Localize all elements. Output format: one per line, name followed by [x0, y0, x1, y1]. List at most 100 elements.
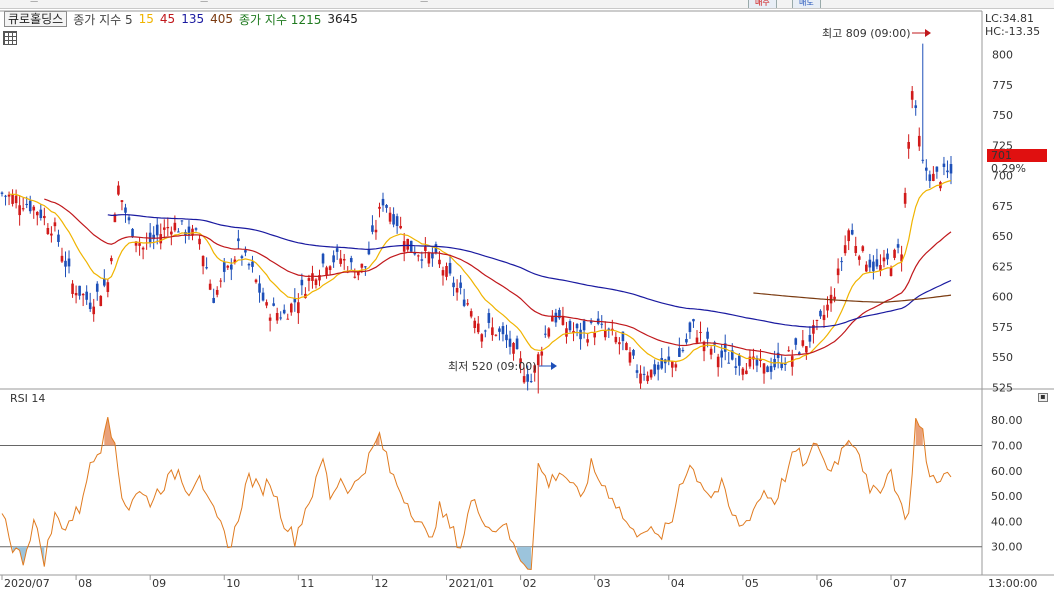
price-tick-label: 625: [992, 260, 1013, 273]
candle-body: [674, 364, 678, 368]
candle-body: [861, 246, 865, 251]
candle-body: [801, 340, 805, 346]
candle-body: [110, 258, 113, 262]
candle-body: [35, 211, 39, 216]
ma135-line: [107, 214, 952, 328]
candle-body: [268, 317, 272, 321]
candle-body: [565, 328, 568, 337]
candle-body: [494, 334, 498, 336]
candle-body: [812, 325, 815, 334]
sell-button[interactable]: 매도: [792, 0, 821, 8]
candle-body: [727, 362, 731, 364]
candle-body: [120, 200, 124, 203]
candle-body: [170, 231, 173, 235]
candle-body: [949, 164, 953, 174]
candle-body: [618, 342, 621, 345]
candle-body: [487, 313, 491, 323]
candle-body: [607, 328, 611, 330]
candle-body: [251, 261, 254, 267]
candle-body: [469, 311, 473, 317]
candle-body: [215, 289, 219, 295]
candle-body: [681, 350, 685, 352]
candle-body: [582, 320, 586, 331]
candle-body: [381, 198, 385, 206]
candle-body: [71, 283, 74, 294]
candle-body: [716, 356, 720, 368]
current-price-label: 701: [991, 149, 1012, 162]
candle-body: [272, 303, 275, 306]
candle-body: [875, 259, 879, 267]
candle-body: [0, 192, 4, 194]
candle-body: [798, 352, 801, 355]
candle-body: [868, 259, 872, 268]
time-tick-label: 09: [152, 577, 166, 590]
candle-body: [833, 296, 836, 300]
candle-body: [43, 215, 46, 219]
candle-body: [462, 299, 466, 306]
candle-body: [378, 206, 381, 209]
candle-body: [141, 247, 145, 250]
candle-body: [586, 339, 589, 343]
ma-short-label: 종가 지수 5: [73, 12, 133, 27]
candle-body: [289, 303, 293, 313]
time-tick-label: 11: [300, 577, 314, 590]
high-arrow-head: [925, 29, 931, 37]
ma135-period: 135: [181, 12, 205, 26]
candle-body: [907, 141, 910, 149]
candle-body: [46, 227, 50, 235]
price-tick-label: 700: [992, 170, 1013, 183]
candle-body: [879, 265, 882, 272]
candle-body: [222, 262, 226, 272]
time-tick-label: 2021/01: [449, 577, 495, 590]
candle-body: [360, 263, 364, 268]
ma-long-label: 종가 지수 1215: [239, 12, 322, 27]
candle-body: [18, 205, 21, 216]
lc-label: LC:34.81: [985, 12, 1034, 25]
candle-body: [646, 375, 649, 382]
candle-body: [529, 381, 533, 383]
candle-body: [434, 244, 438, 253]
candle-body: [575, 324, 579, 329]
price-tick-label: 525: [992, 381, 1013, 394]
candle-body: [124, 207, 127, 213]
rsi-oversold-fill: [517, 546, 532, 570]
candle-body: [628, 352, 632, 363]
candle-body: [625, 343, 628, 351]
candle-body: [416, 255, 420, 257]
candle-body: [244, 250, 247, 253]
candle-body: [551, 316, 554, 322]
price-tick-label: 800: [992, 49, 1013, 62]
candle-body: [910, 91, 914, 100]
candle-body: [85, 291, 88, 300]
candle-body: [134, 241, 138, 246]
candle-body: [632, 350, 635, 356]
candle-body: [561, 315, 565, 325]
candle-body: [237, 238, 240, 242]
candle-body: [307, 278, 311, 281]
candle-body: [14, 195, 18, 204]
candle-body: [201, 255, 205, 267]
rsi-panel-close-icon[interactable]: ▪: [1038, 393, 1048, 402]
candle-body: [543, 333, 547, 335]
candle-body: [755, 358, 759, 366]
candle-body: [805, 346, 808, 353]
current-change-label: 0.29%: [991, 162, 1026, 175]
price-tick-label: 750: [992, 109, 1013, 122]
candle-body: [512, 342, 515, 354]
candle-body: [448, 262, 452, 274]
candle-body: [254, 279, 258, 283]
candle-body: [709, 348, 713, 355]
candle-body: [353, 276, 357, 278]
candle-body: [621, 331, 625, 342]
candle-body: [371, 225, 374, 232]
candle-body: [21, 208, 25, 210]
grid-toggle-icon[interactable]: [3, 31, 17, 45]
candle-body: [484, 330, 487, 332]
candle-body: [660, 357, 664, 369]
time-tick-label: 02: [523, 577, 537, 590]
candle-body: [850, 229, 854, 235]
buy-button[interactable]: 매수: [748, 0, 777, 8]
candle-body: [787, 350, 791, 352]
candle-body: [367, 249, 371, 255]
